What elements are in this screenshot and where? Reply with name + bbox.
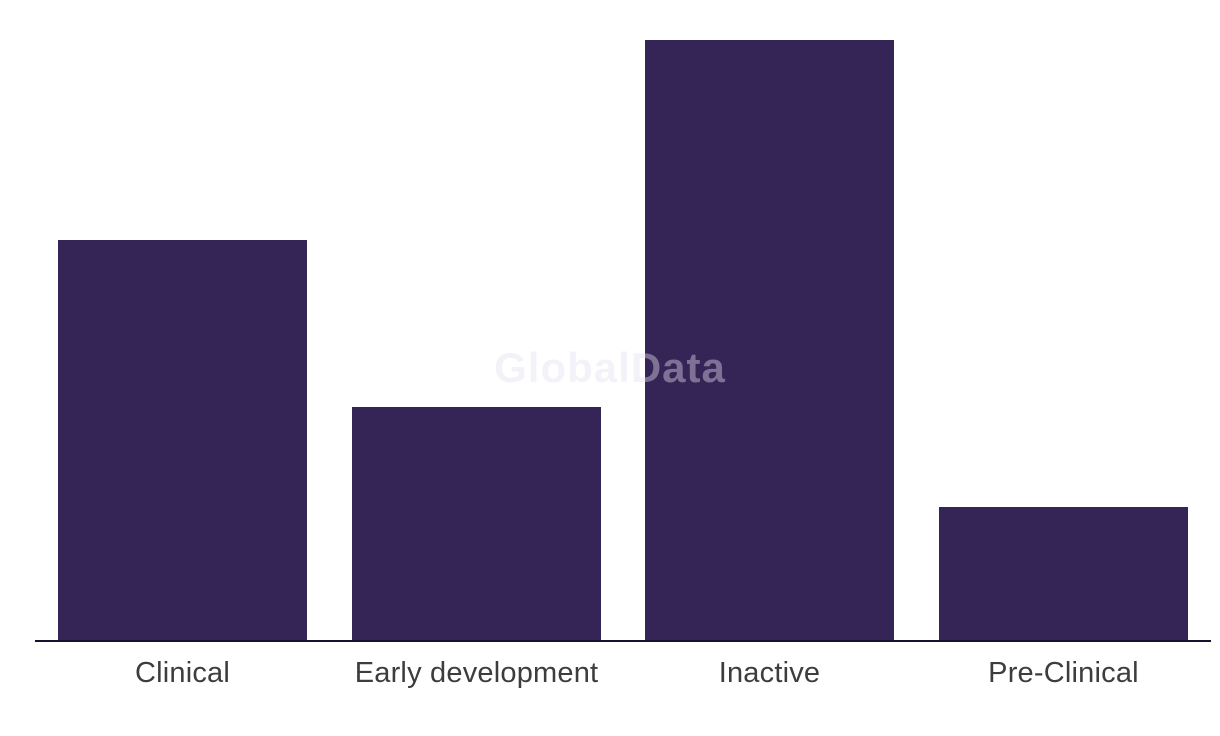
x-axis-label-early-development: Early development	[354, 657, 599, 689]
bar-early-development[interactable]	[352, 407, 601, 640]
x-axis-label-pre-clinical: Pre-Clinical	[988, 657, 1139, 689]
bar-pre-clinical[interactable]	[939, 507, 1188, 640]
x-axis-label-inactive: Inactive	[718, 657, 821, 689]
bar-clinical[interactable]	[58, 240, 307, 640]
bar-inactive[interactable]	[645, 40, 894, 640]
x-axis-label-clinical: Clinical	[134, 657, 231, 689]
x-axis-line	[35, 640, 1211, 642]
